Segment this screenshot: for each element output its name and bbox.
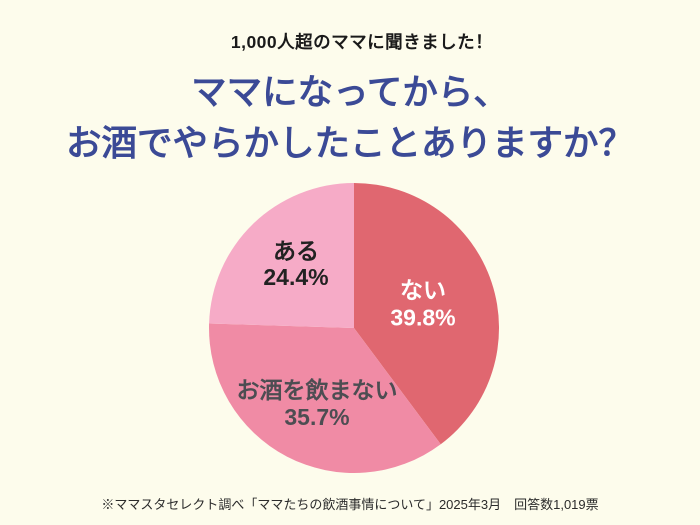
svg-text:39.8%: 39.8% — [390, 305, 455, 331]
svg-text:ない: ない — [400, 277, 446, 303]
svg-text:35.7%: 35.7% — [284, 404, 349, 430]
svg-text:ある: ある — [273, 238, 319, 264]
svg-text:24.4%: 24.4% — [263, 264, 328, 290]
svg-text:お酒を飲まない: お酒を飲まない — [237, 377, 398, 403]
